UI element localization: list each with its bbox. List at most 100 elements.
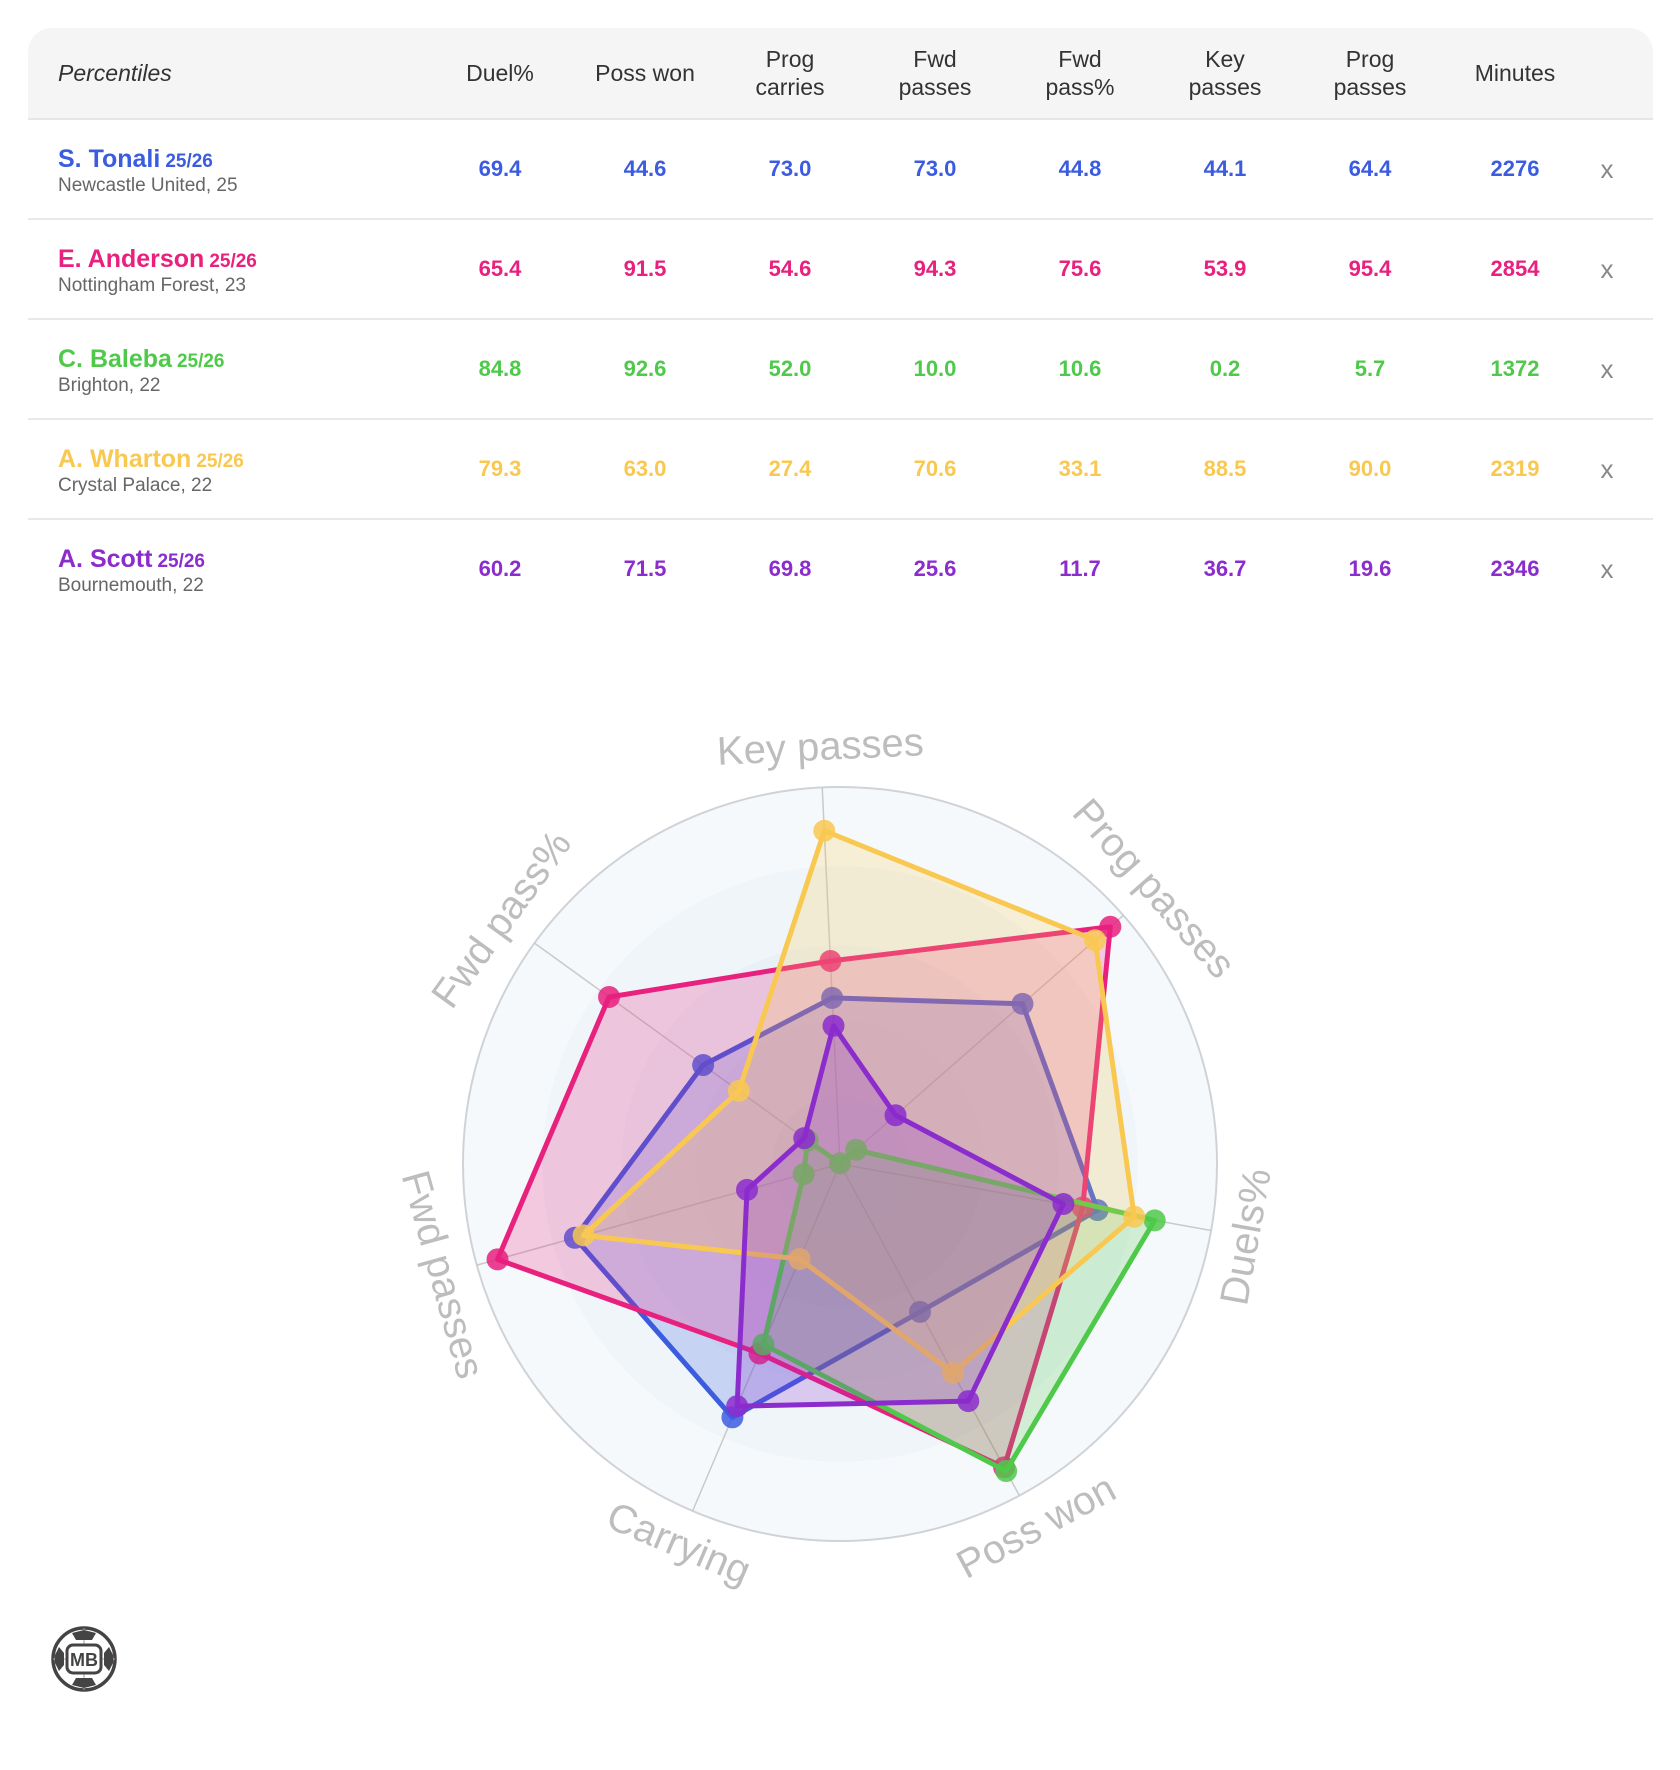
remove-player-button[interactable]: x xyxy=(1600,453,1614,484)
value-prog-passes: 90.0 xyxy=(1348,456,1392,481)
player-cell: C. Baleba 25/26 Brighton, 22 xyxy=(58,345,224,397)
radar-data-point[interactable] xyxy=(572,1224,595,1247)
value-duel: 79.3 xyxy=(478,456,522,481)
value-prog-passes: 5.7 xyxy=(1354,356,1386,381)
club-age: Newcastle United, 25 xyxy=(58,175,238,196)
radar-data-point[interactable] xyxy=(486,1248,509,1271)
radar-data-point[interactable] xyxy=(884,1104,907,1127)
remove-player-button[interactable]: x xyxy=(1600,353,1614,384)
value-prog-carries: 73.0 xyxy=(768,156,812,181)
value-fwd-passes: 10.0 xyxy=(913,356,957,381)
radar-data-point[interactable] xyxy=(692,1054,715,1077)
table-header: Percentiles Duel% Poss won Prog carries Fwd… xyxy=(28,28,1653,120)
radar-data-point[interactable] xyxy=(995,1460,1018,1483)
radar-data-point[interactable] xyxy=(1052,1193,1075,1216)
radar-data-point[interactable] xyxy=(845,1138,868,1161)
value-minutes: 2346 xyxy=(1490,556,1540,581)
remove-player-button[interactable]: x xyxy=(1600,153,1614,184)
radar-data-point[interactable] xyxy=(1084,929,1107,952)
radar-data-point[interactable] xyxy=(793,1127,816,1150)
value-fwd-pass-pct: 11.7 xyxy=(1059,556,1101,581)
radar-data-point[interactable] xyxy=(1011,992,1034,1015)
header-fwd-passes[interactable]: Fwd passes xyxy=(898,46,972,100)
value-prog-carries: 69.8 xyxy=(768,556,812,581)
value-poss-won: 71.5 xyxy=(623,556,667,581)
value-minutes: 2319 xyxy=(1490,456,1540,481)
radar-data-point[interactable] xyxy=(752,1333,775,1356)
radar-data-point[interactable] xyxy=(736,1178,759,1201)
player-name[interactable]: C. Baleba xyxy=(58,345,172,373)
radar-data-point[interactable] xyxy=(813,819,836,842)
radar-series-area xyxy=(734,1023,1066,1409)
radar-data-point[interactable] xyxy=(726,1395,749,1418)
value-fwd-pass-pct: 33.1 xyxy=(1058,456,1102,481)
player-cell: E. Anderson 25/26 Nottingham Forest, 23 xyxy=(58,245,257,297)
value-fwd-pass-pct: 44.8 xyxy=(1058,156,1102,181)
header-prog-passes[interactable]: Prog passes xyxy=(1333,46,1407,100)
header-percentiles: Percentiles xyxy=(58,60,172,86)
value-poss-won: 92.6 xyxy=(623,356,667,381)
radar-series-a-scott[interactable] xyxy=(726,1014,1075,1418)
value-key-passes: 53.9 xyxy=(1203,256,1247,281)
value-minutes: 1372 xyxy=(1490,356,1540,381)
table-row: E. Anderson 25/26 Nottingham Forest, 23 65.… xyxy=(28,220,1653,320)
value-fwd-passes: 73.0 xyxy=(913,156,957,181)
radar-data-point[interactable] xyxy=(1123,1205,1146,1228)
radar-data-point[interactable] xyxy=(792,1163,815,1186)
season-label: 25/26 xyxy=(196,451,244,472)
player-cell: A. Wharton 25/26 Crystal Palace, 22 xyxy=(58,445,244,497)
radar-data-point[interactable] xyxy=(942,1361,965,1384)
radar-data-point[interactable] xyxy=(828,1152,851,1175)
radar-data-point[interactable] xyxy=(727,1079,750,1102)
club-age: Brighton, 22 xyxy=(58,375,161,396)
radar-data-point[interactable] xyxy=(822,1014,845,1037)
radar-series-a-wharton[interactable] xyxy=(572,819,1146,1384)
percentiles-table: Percentiles Duel% Poss won Prog carries Fwd… xyxy=(28,28,1653,618)
value-prog-passes: 64.4 xyxy=(1348,156,1392,181)
player-cell: S. Tonali 25/26 Newcastle United, 25 xyxy=(58,145,238,197)
header-fwd-pass-pct[interactable]: Fwd pass% xyxy=(1045,46,1115,100)
radar-series-area xyxy=(572,995,1101,1420)
header-duel[interactable]: Duel% xyxy=(466,60,534,86)
header-key-passes[interactable]: Key passes xyxy=(1188,46,1262,100)
radar-data-point[interactable] xyxy=(1099,915,1122,938)
radar-data-point[interactable] xyxy=(821,986,844,1009)
value-key-passes: 44.1 xyxy=(1203,156,1247,181)
value-duel: 60.2 xyxy=(478,556,522,581)
value-fwd-passes: 94.3 xyxy=(913,256,957,281)
radar-axis-line xyxy=(839,1163,1021,1496)
club-age: Nottingham Forest, 23 xyxy=(58,275,246,296)
radar-data-point[interactable] xyxy=(598,985,621,1008)
club-age: Crystal Palace, 22 xyxy=(58,475,213,496)
table-row: C. Baleba 25/26 Brighton, 22 84.8 92.6 52.0 10… xyxy=(28,320,1653,420)
value-duel: 69.4 xyxy=(478,156,522,181)
player-name[interactable]: S. Tonali xyxy=(58,145,161,173)
player-name[interactable]: A. Scott xyxy=(58,545,153,573)
remove-player-button[interactable]: x xyxy=(1600,553,1614,584)
radar-series-area xyxy=(495,924,1113,1470)
season-label: 25/26 xyxy=(209,251,257,272)
value-prog-passes: 95.4 xyxy=(1348,256,1392,281)
radar-data-point[interactable] xyxy=(957,1390,980,1413)
header-minutes[interactable]: Minutes xyxy=(1474,60,1556,86)
header-poss-won[interactable]: Poss won xyxy=(595,60,695,86)
value-key-passes: 36.7 xyxy=(1203,556,1247,581)
radar-data-point[interactable] xyxy=(788,1248,811,1271)
svg-text:MB: MB xyxy=(70,1650,98,1670)
value-poss-won: 63.0 xyxy=(623,456,667,481)
mb-logo-icon: MB xyxy=(51,1626,117,1692)
header-prog-carries[interactable]: Prog carries xyxy=(755,46,825,100)
player-name[interactable]: A. Wharton xyxy=(58,445,192,473)
radar-data-point[interactable] xyxy=(819,950,842,973)
radar-data-point[interactable] xyxy=(909,1300,932,1323)
season-label: 25/26 xyxy=(157,551,205,572)
value-fwd-passes: 25.6 xyxy=(913,556,957,581)
player-name[interactable]: E. Anderson xyxy=(58,245,205,273)
radar-axis-label: Key passes xyxy=(716,720,925,774)
value-duel: 65.4 xyxy=(478,256,522,281)
value-minutes: 2276 xyxy=(1490,156,1540,181)
value-fwd-pass-pct: 10.6 xyxy=(1058,356,1102,381)
radar-data-point[interactable] xyxy=(1143,1209,1166,1232)
remove-player-button[interactable]: x xyxy=(1600,253,1614,284)
